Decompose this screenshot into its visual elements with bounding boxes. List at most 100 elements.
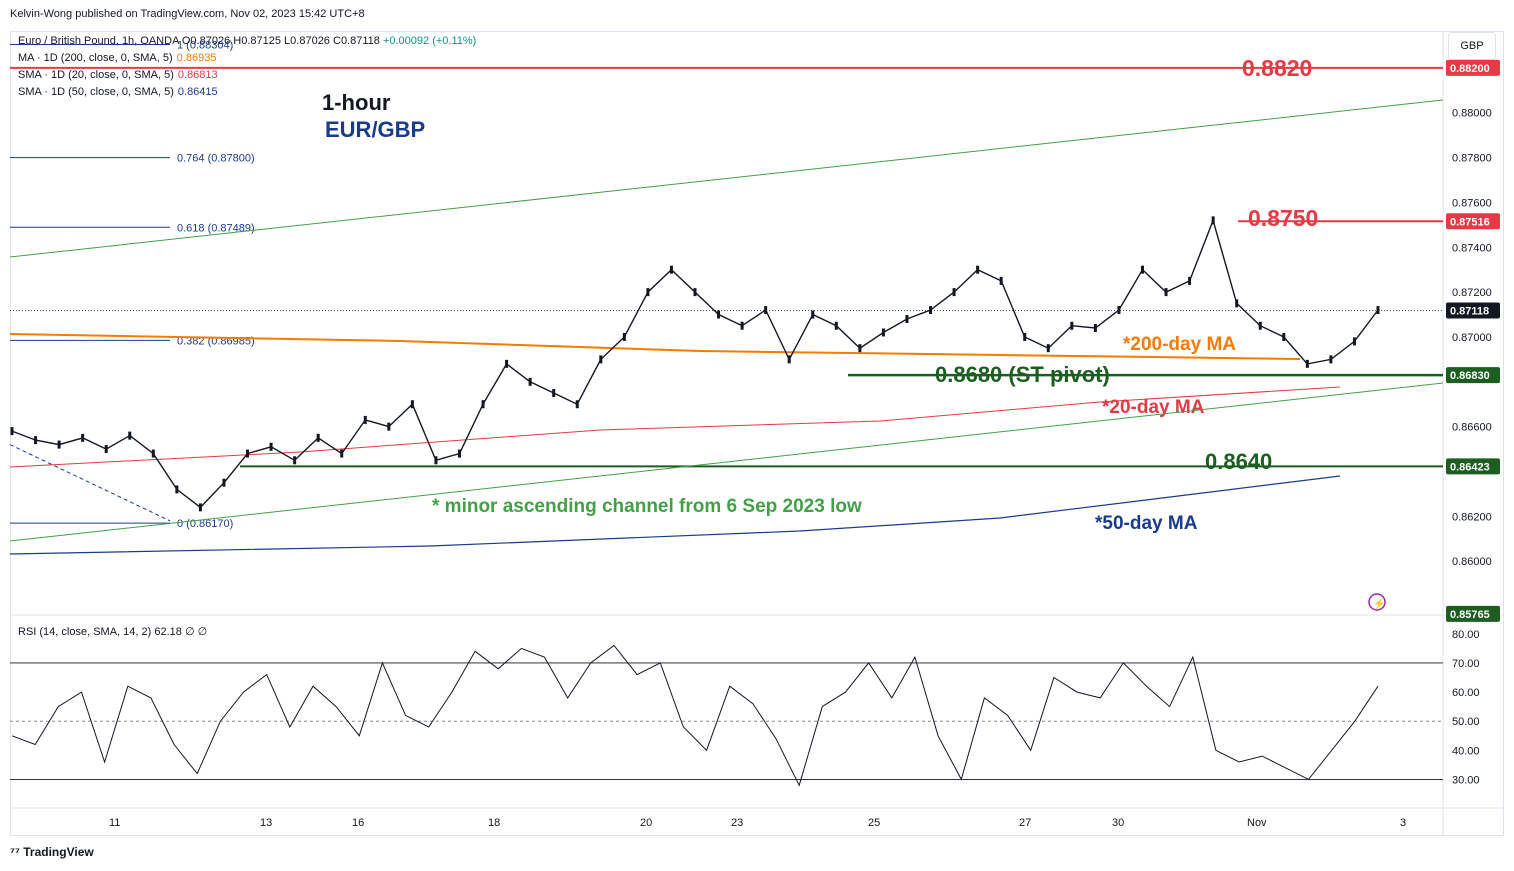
time-axis-label: 18 (488, 817, 500, 829)
symbol-name: Euro / British Pound, 1h, OANDA (18, 35, 179, 47)
candle (1093, 323, 1097, 332)
price-tag (1446, 302, 1500, 319)
currency-button[interactable]: GBP (1448, 32, 1496, 60)
price-axis-label: 0.87400 (1452, 242, 1492, 254)
candle (599, 355, 603, 364)
indicator-sma50[interactable]: SMA · 1D (50, close, 0, SMA, 5) 0.86415 (18, 86, 218, 98)
ma200-label: *200-day MA (1123, 334, 1236, 355)
candle (340, 449, 344, 458)
candle (1329, 355, 1333, 364)
candle (929, 306, 933, 315)
candle (693, 288, 697, 297)
price-tag-label: 0.85765 (1450, 609, 1490, 621)
price-tag (1446, 605, 1500, 622)
candle (269, 442, 273, 451)
candle (881, 328, 885, 337)
rsi-axis-label: 80.00 (1452, 629, 1480, 641)
rsi-axis-label: 70.00 (1452, 658, 1480, 670)
candle (858, 344, 862, 353)
ma200-line (9, 333, 1301, 360)
time-axis-label: Nov (1247, 817, 1267, 829)
candle (1352, 337, 1356, 346)
candle (222, 478, 226, 487)
candle (1164, 288, 1168, 297)
time-axis-label: 13 (260, 817, 272, 829)
candle (293, 456, 297, 465)
flash-icon (1368, 593, 1386, 611)
candle (1282, 332, 1286, 341)
rsi-label: RSI (14, close, SMA, 14, 2) (18, 626, 152, 638)
price-axis-label: 0.87200 (1452, 287, 1492, 299)
ma50-label: *50-day MA (1095, 513, 1198, 534)
time-axis-label: 20 (640, 817, 652, 829)
tradingview-logo[interactable]: ⁷⁷ TradingView (10, 845, 94, 859)
price-series-line (11, 218, 1379, 509)
candle (717, 310, 721, 319)
low-value: L0.87026 (284, 35, 330, 47)
price-tag (1446, 367, 1500, 384)
price-axis-label: 0.86000 (1452, 556, 1492, 568)
candle (552, 389, 556, 398)
timeframe-title: 1-hour (322, 90, 391, 115)
candle (811, 310, 815, 319)
rsi-axis-label: 60.00 (1452, 687, 1480, 699)
price-axis-label: 0.88000 (1452, 108, 1492, 120)
indicator-sma20[interactable]: SMA · 1D (20, close, 0, SMA, 5) 0.86813 (18, 69, 218, 81)
price-tag-label: 0.86423 (1450, 461, 1490, 473)
candle (175, 485, 179, 494)
price-axis-label: 0.86200 (1452, 511, 1492, 523)
candle (1023, 332, 1027, 341)
channel-upper-line (9, 99, 1444, 258)
indicator-ma200[interactable]: MA · 1D (200, close, 0, SMA, 5) 0.86935 (18, 52, 216, 64)
time-axis-label: 27 (1019, 817, 1031, 829)
rsi-indicator-label[interactable]: RSI (14, close, SMA, 14, 2) 62.18 ∅ ∅ (18, 625, 207, 638)
channel-lower-line (9, 382, 1444, 542)
publisher-header: Kelvin-Wong published on TradingView.com… (10, 8, 365, 20)
candle (905, 315, 909, 324)
time-axis-label: 25 (868, 817, 880, 829)
price-axis-label: 0.87600 (1452, 197, 1492, 209)
tv-icon: ⁷⁷ (10, 845, 24, 859)
price-axis-label: 0.87000 (1452, 332, 1492, 344)
price-tag (1446, 458, 1500, 475)
candle (952, 288, 956, 297)
candle (669, 265, 673, 274)
candle (1140, 265, 1144, 274)
candle (1117, 306, 1121, 315)
candle (434, 456, 438, 465)
candle (1258, 321, 1262, 330)
candle (622, 332, 626, 341)
candle (10, 427, 14, 436)
candle (246, 449, 250, 458)
candle (999, 276, 1003, 285)
indicator-label: MA · 1D (200, close, 0, SMA, 5) (18, 52, 173, 64)
candle (457, 449, 461, 458)
high-value: H0.87125 (233, 35, 281, 47)
candle (1211, 216, 1215, 225)
candle (34, 436, 38, 445)
candle (198, 503, 202, 512)
time-axis-label: 16 (352, 817, 364, 829)
change-value: +0.00092 (+0.11%) (382, 35, 477, 47)
time-axis-label: 30 (1112, 817, 1124, 829)
rsi-axis-label: 30.00 (1452, 774, 1480, 786)
resistance-1-label: 0.8750 (1248, 205, 1319, 231)
time-axis-label: 11 (109, 817, 120, 829)
support-label: 0.8640 (1205, 449, 1273, 474)
price-tag-label: 0.88200 (1450, 63, 1490, 75)
indicator-value: 0.86415 (177, 86, 218, 98)
price-tag-label: 0.86830 (1450, 370, 1490, 382)
ma20-line (9, 386, 1341, 468)
ma20-label: *20-day MA (1102, 397, 1205, 418)
indicator-label: SMA · 1D (20, close, 0, SMA, 5) (18, 69, 174, 81)
rsi-extra: ∅ ∅ (184, 626, 208, 638)
candle (57, 440, 61, 449)
candle (646, 288, 650, 297)
candle (1188, 276, 1192, 285)
fib-level-label: 0.764 (0.87800) (177, 153, 255, 165)
candle (387, 422, 391, 431)
price-axis-label: 0.86600 (1452, 422, 1492, 434)
candle (151, 449, 155, 458)
symbol-ohlc-line: Euro / British Pound, 1h, OANDA O0.87026… (18, 35, 476, 47)
